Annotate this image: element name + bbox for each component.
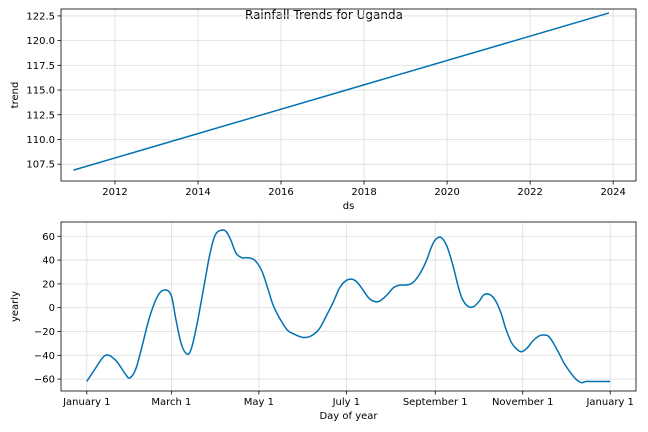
trend-plot-frame [60, 8, 637, 182]
trend-series-line [73, 12, 610, 171]
trend-x-tick-label: 2020 [434, 187, 459, 198]
trend-y-tick-label: 117.5 [26, 61, 55, 72]
yearly-y-tick-label: 20 [42, 279, 55, 290]
yearly-series-line [86, 229, 611, 384]
yearly-y-tick-label: 40 [42, 256, 55, 267]
yearly-x-tick-label: January 1 [585, 397, 633, 408]
yearly-panel: January 1 March 1 May 1 July 1 September 1 No… [10, 221, 637, 422]
yearly-y-axis-label: yearly [10, 291, 21, 322]
trend-y-tick-label: 112.5 [26, 110, 55, 121]
trend-y-tick-label: 110.0 [26, 135, 55, 146]
trend-y-tick-label: 120.0 [26, 36, 55, 47]
yearly-x-tick-label: May 1 [244, 397, 274, 408]
yearly-x-tick-label: March 1 [151, 397, 191, 408]
yearly-x-tick-label: July 1 [332, 397, 361, 408]
yearly-y-tick-label: 0 [49, 303, 55, 314]
yearly-y-tick-label: −40 [34, 351, 55, 362]
yearly-x-tick-label: September 1 [403, 397, 468, 408]
trend-y-tick-label: 115.0 [26, 86, 55, 97]
trend-panel: 2012 2014 2016 2018 2020 2022 2024 107.5 110.0 11… [10, 8, 637, 212]
yearly-plot-frame [60, 221, 637, 392]
yearly-y-tick-label: −60 [34, 375, 55, 386]
figure-title: Rainfall Trends for Uganda [245, 8, 403, 22]
yearly-x-tick-label: November 1 [492, 397, 554, 408]
trend-y-tick-label: 122.5 [26, 11, 55, 22]
trend-x-tick-label: 2012 [102, 187, 127, 198]
yearly-y-tick-label: −20 [34, 327, 55, 338]
yearly-y-tick-label: 60 [42, 232, 55, 243]
trend-x-tick-label: 2018 [351, 187, 376, 198]
trend-x-tick-label: 2024 [600, 187, 625, 198]
trend-x-tick-label: 2016 [268, 187, 293, 198]
trend-y-tick-label: 107.5 [26, 160, 55, 171]
yearly-x-tick-label: January 1 [62, 397, 110, 408]
trend-x-tick-label: 2014 [185, 187, 210, 198]
trend-x-axis-label: ds [343, 201, 355, 212]
yearly-x-axis-label: Day of year [319, 411, 378, 422]
trend-x-tick-label: 2022 [517, 187, 542, 198]
trend-y-axis-label: trend [10, 82, 21, 109]
